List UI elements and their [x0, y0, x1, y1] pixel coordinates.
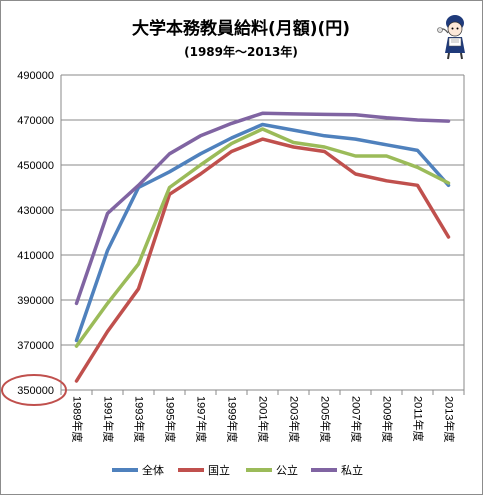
- x-tick-label: 1999年度: [226, 396, 240, 442]
- x-tick-label: 1997年度: [195, 396, 209, 442]
- highlight-ellipse: [1, 374, 67, 406]
- y-tick-label: 490000: [17, 70, 54, 82]
- y-tick-label: 450000: [17, 160, 54, 172]
- series-line: [74, 137, 451, 383]
- legend: 全体 国立 公立 私立: [112, 463, 363, 477]
- y-tick-label: 410000: [17, 250, 54, 262]
- x-tick-label: 2013年度: [443, 396, 457, 442]
- chart-title: 大学本務教員給料(月額)(円): [132, 18, 350, 39]
- x-tick-label: 1993年度: [133, 396, 147, 442]
- y-tick-label: 390000: [17, 295, 54, 307]
- series-line: [74, 127, 451, 348]
- series-line: [74, 111, 451, 306]
- x-tick-label: 2003年度: [288, 396, 302, 442]
- x-tick-label: 1995年度: [164, 396, 178, 442]
- x-tick-label: 2011年度: [412, 396, 426, 442]
- x-tick-label: 2005年度: [319, 396, 333, 442]
- legend-label: 私立: [341, 463, 363, 477]
- y-tick-label: 370000: [17, 340, 54, 352]
- legend-label: 全体: [142, 463, 164, 477]
- x-tick-label: 1989年度: [71, 396, 85, 442]
- y-axis-ticks: 490000 470000 450000 430000 410000 390000 3700…: [17, 70, 54, 397]
- chart-grid: [60, 74, 465, 395]
- x-tick-label: 1991年度: [102, 396, 116, 442]
- x-tick-label: 2001年度: [257, 396, 271, 442]
- annotation: [1, 374, 67, 406]
- y-tick-label: 430000: [17, 205, 54, 217]
- y-tick-label: 350000: [17, 385, 54, 397]
- series-lines: [74, 111, 451, 383]
- x-tick-label: 2009年度: [381, 396, 395, 442]
- x-axis-ticks: 1989年度 1991年度 1993年度 1995年度 1997年度 1999年度 2001…: [71, 396, 457, 442]
- x-tick-label: 2007年度: [350, 396, 364, 442]
- y-tick-label: 470000: [17, 115, 54, 127]
- chart-subtitle: (1989年～2013年): [184, 44, 298, 59]
- legend-label: 国立: [208, 463, 230, 477]
- mascot-icon: [437, 15, 465, 60]
- legend-label: 公立: [276, 463, 298, 477]
